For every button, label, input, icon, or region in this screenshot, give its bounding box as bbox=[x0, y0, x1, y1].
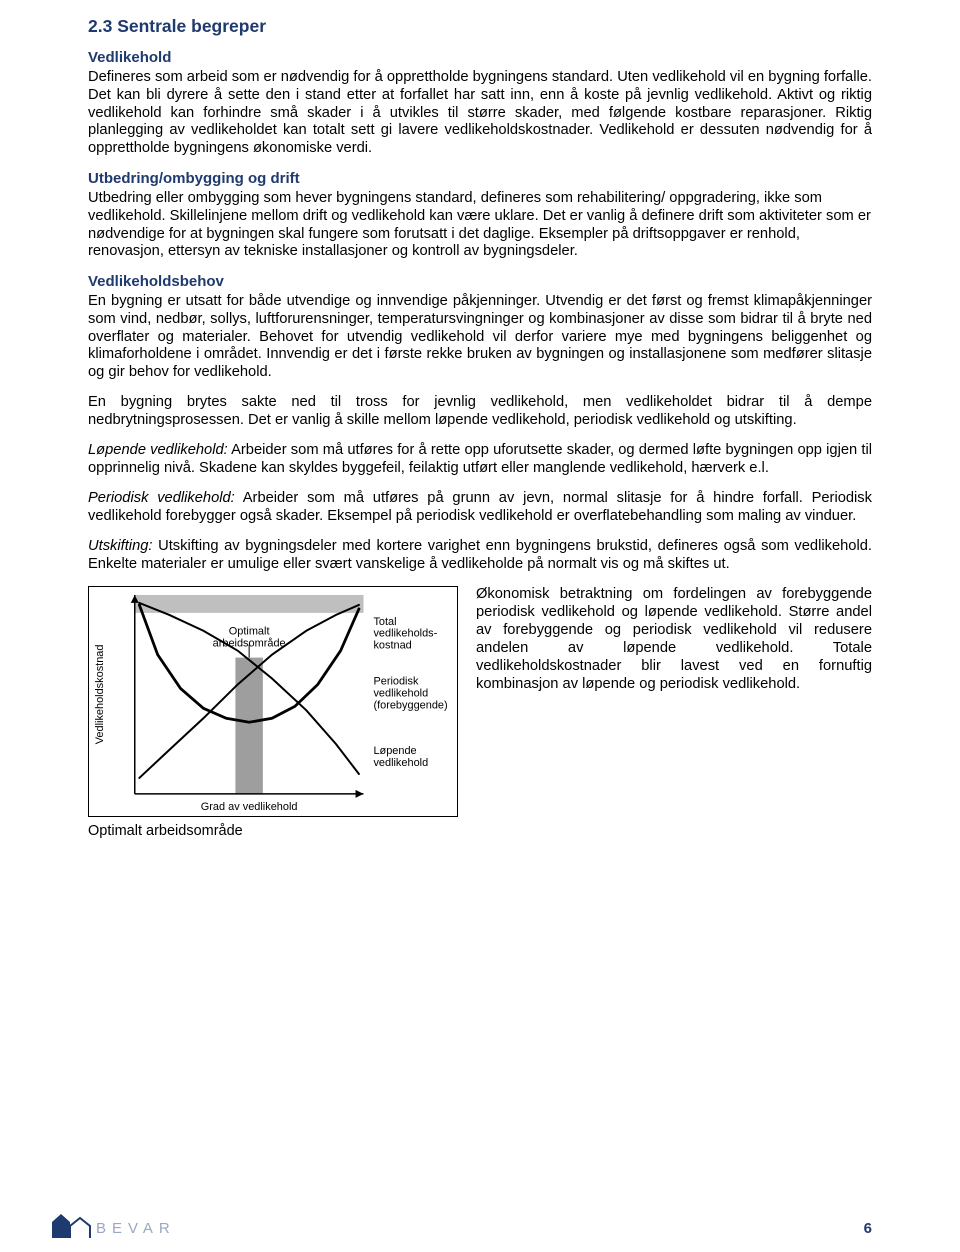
lead-lopende: Løpende vedlikehold: bbox=[88, 442, 228, 458]
document-page: 2.3 Sentrale begreper Vedlikehold Define… bbox=[0, 0, 960, 1252]
para-behov-2: En bygning brytes sakte ned til tross fo… bbox=[88, 394, 872, 430]
svg-text:Totalvedlikeholds-kostnad: Totalvedlikeholds-kostnad bbox=[373, 616, 437, 652]
maintenance-cost-chart: Optimaltarbeidsområde Vedlikeholdskostnad… bbox=[89, 587, 457, 816]
subheading-vedlikehold: Vedlikehold bbox=[88, 49, 872, 67]
page-footer: BEVAR 6 bbox=[50, 1208, 872, 1238]
svg-text:Periodiskvedlikehold(forebygge: Periodiskvedlikehold(forebyggende) bbox=[373, 675, 447, 711]
logo-icon bbox=[50, 1208, 94, 1238]
section-heading: 2.3 Sentrale begreper bbox=[88, 16, 872, 37]
section-title: Sentrale begreper bbox=[117, 16, 266, 36]
svg-text:Løpendevedlikehold: Løpendevedlikehold bbox=[373, 745, 428, 769]
section-number: 2.3 bbox=[88, 16, 112, 36]
svg-text:Optimaltarbeidsområde: Optimaltarbeidsområde bbox=[213, 626, 286, 650]
chart-container: Optimaltarbeidsområde Vedlikeholdskostnad… bbox=[88, 586, 458, 817]
para-behov-1: En bygning er utsatt for både utvendige … bbox=[88, 293, 872, 383]
para-utskifting: Utskifting: Utskifting av bygningsdeler … bbox=[88, 538, 872, 574]
figure-block: Optimaltarbeidsområde Vedlikeholdskostnad… bbox=[88, 586, 458, 840]
para-utbedring: Utbedring eller ombygging som hever bygn… bbox=[88, 190, 872, 262]
svg-text:Vedlikeholdskostnad: Vedlikeholdskostnad bbox=[94, 644, 106, 744]
subheading-utbedring: Utbedring/ombygging og drift bbox=[88, 170, 872, 188]
lead-periodisk: Periodisk vedlikehold: bbox=[88, 490, 235, 506]
logo-text: BEVAR bbox=[96, 1220, 176, 1238]
para-periodisk: Periodisk vedlikehold: Arbeider som må u… bbox=[88, 490, 872, 526]
para-vedlikehold: Defineres som arbeid som er nødvendig fo… bbox=[88, 69, 872, 159]
footer-logo: BEVAR bbox=[50, 1208, 176, 1238]
figure-row: Optimaltarbeidsområde Vedlikeholdskostnad… bbox=[88, 586, 872, 840]
svg-text:Grad av vedlikehold: Grad av vedlikehold bbox=[201, 801, 298, 813]
text-utskifting: Utskifting av bygningsdeler med kortere … bbox=[88, 538, 872, 572]
lead-utskifting: Utskifting: bbox=[88, 538, 152, 554]
page-number: 6 bbox=[864, 1220, 872, 1238]
para-lopende: Løpende vedlikehold: Arbeider som må utf… bbox=[88, 442, 872, 478]
subheading-behov: Vedlikeholdsbehov bbox=[88, 273, 872, 291]
figure-caption: Optimalt arbeidsområde bbox=[88, 823, 458, 841]
figure-side-text: Økonomisk betraktning om fordelingen av … bbox=[476, 586, 872, 694]
